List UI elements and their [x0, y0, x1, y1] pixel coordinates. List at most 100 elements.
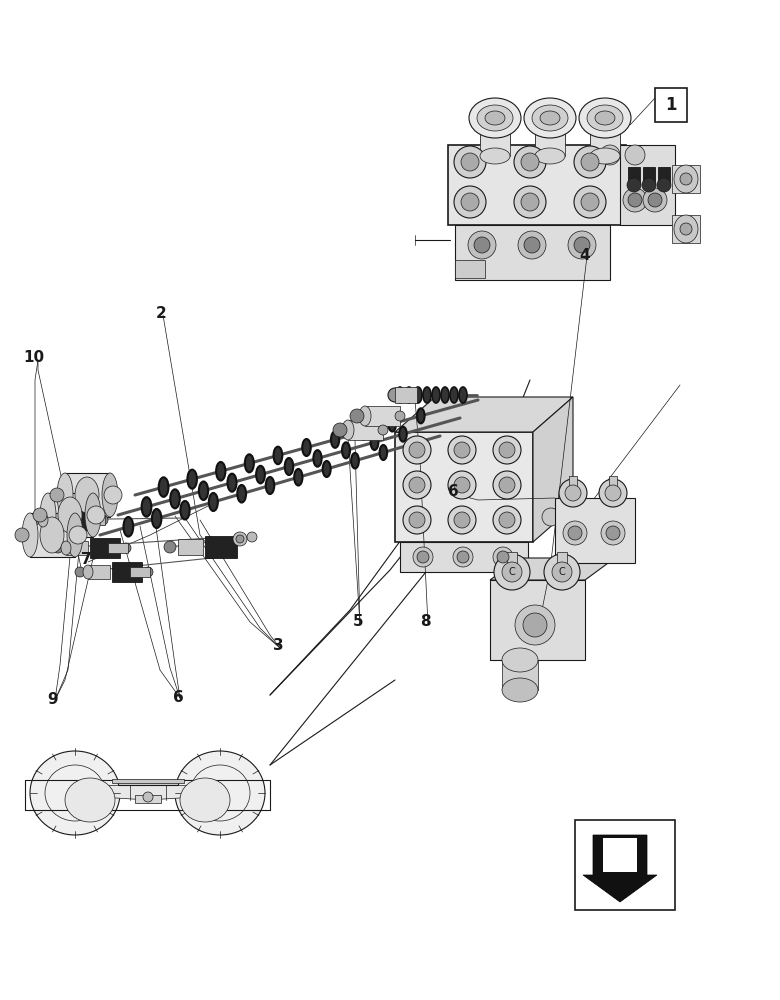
Circle shape — [30, 515, 40, 525]
Circle shape — [53, 543, 63, 553]
Bar — [395, 387, 417, 403]
Circle shape — [468, 231, 496, 259]
Ellipse shape — [303, 439, 310, 456]
Bar — [112, 562, 142, 582]
Circle shape — [499, 512, 515, 528]
Bar — [672, 165, 700, 193]
Circle shape — [563, 521, 587, 545]
Bar — [130, 567, 150, 577]
Ellipse shape — [67, 513, 83, 557]
Circle shape — [560, 523, 578, 541]
Circle shape — [409, 477, 425, 493]
Bar — [365, 406, 400, 426]
Ellipse shape — [399, 427, 406, 442]
Circle shape — [623, 188, 647, 212]
Circle shape — [680, 173, 692, 185]
Bar — [480, 128, 510, 156]
Bar — [455, 260, 485, 278]
Ellipse shape — [187, 470, 197, 489]
Ellipse shape — [540, 111, 560, 125]
Ellipse shape — [388, 416, 396, 432]
Ellipse shape — [61, 541, 71, 555]
Ellipse shape — [532, 105, 568, 131]
Ellipse shape — [323, 461, 331, 477]
Ellipse shape — [274, 447, 282, 464]
Bar — [48, 493, 93, 537]
Ellipse shape — [199, 482, 208, 500]
Circle shape — [574, 237, 590, 253]
Circle shape — [521, 193, 539, 211]
Bar — [535, 128, 565, 156]
Ellipse shape — [414, 387, 422, 403]
Bar — [135, 795, 161, 803]
Bar — [118, 782, 178, 785]
Bar — [400, 542, 528, 572]
Ellipse shape — [40, 493, 56, 537]
Text: C: C — [509, 567, 516, 577]
Circle shape — [350, 409, 364, 423]
Bar — [555, 498, 635, 563]
Circle shape — [493, 471, 521, 499]
Circle shape — [33, 508, 47, 522]
Circle shape — [417, 551, 429, 563]
Circle shape — [523, 613, 547, 637]
Bar — [448, 145, 626, 225]
Text: 8: 8 — [420, 614, 431, 630]
Ellipse shape — [228, 474, 236, 492]
Bar — [178, 539, 203, 555]
Ellipse shape — [102, 473, 118, 517]
Ellipse shape — [524, 98, 576, 138]
Text: 3: 3 — [273, 638, 283, 652]
Circle shape — [388, 388, 402, 402]
Bar — [108, 543, 128, 553]
Circle shape — [518, 231, 546, 259]
Circle shape — [454, 146, 486, 178]
Circle shape — [493, 436, 521, 464]
Ellipse shape — [294, 469, 303, 486]
Ellipse shape — [75, 477, 99, 513]
Ellipse shape — [459, 387, 467, 403]
Bar — [455, 225, 610, 280]
Ellipse shape — [65, 778, 115, 822]
Circle shape — [499, 442, 515, 458]
Circle shape — [514, 146, 546, 178]
Text: 7: 7 — [80, 552, 91, 568]
Circle shape — [574, 146, 606, 178]
Bar — [67, 510, 97, 530]
Circle shape — [15, 528, 29, 542]
Circle shape — [493, 506, 521, 534]
Ellipse shape — [158, 477, 168, 497]
Bar — [575, 820, 675, 910]
Circle shape — [568, 526, 582, 540]
Circle shape — [544, 554, 580, 590]
Circle shape — [75, 567, 85, 577]
Ellipse shape — [480, 148, 510, 164]
Bar — [672, 215, 700, 243]
Circle shape — [524, 237, 540, 253]
Circle shape — [643, 188, 667, 212]
Circle shape — [628, 193, 642, 207]
Ellipse shape — [38, 513, 48, 527]
Bar — [507, 552, 517, 574]
Ellipse shape — [351, 453, 359, 468]
Ellipse shape — [469, 98, 521, 138]
Circle shape — [542, 508, 560, 526]
Circle shape — [164, 541, 176, 553]
Polygon shape — [395, 397, 573, 432]
Bar — [348, 420, 383, 440]
Polygon shape — [533, 397, 573, 542]
Ellipse shape — [423, 387, 431, 403]
Ellipse shape — [245, 454, 254, 472]
Circle shape — [568, 231, 596, 259]
Circle shape — [454, 477, 470, 493]
Bar — [569, 476, 577, 494]
Ellipse shape — [331, 431, 339, 448]
Ellipse shape — [30, 751, 120, 835]
Ellipse shape — [180, 778, 230, 822]
Ellipse shape — [58, 497, 82, 533]
Ellipse shape — [674, 165, 698, 193]
Circle shape — [494, 554, 530, 590]
Circle shape — [601, 521, 625, 545]
Circle shape — [143, 567, 153, 577]
Circle shape — [493, 547, 513, 567]
